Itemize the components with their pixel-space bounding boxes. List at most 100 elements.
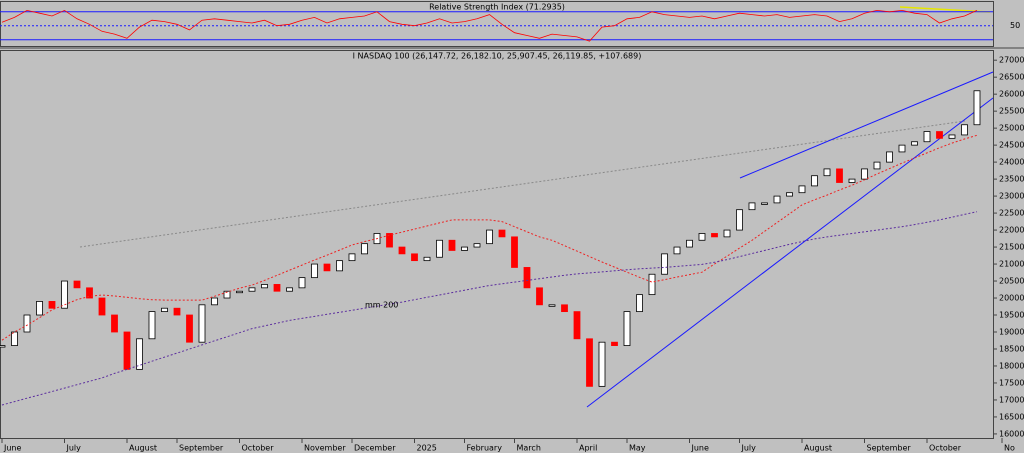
x-tick-label: July	[741, 444, 757, 453]
moving-average	[1, 211, 978, 406]
candle	[723, 229, 731, 238]
x-tick-label: May	[629, 444, 646, 453]
y-tick-label: 17500	[999, 378, 1024, 387]
trend-line	[586, 97, 994, 408]
y-tick-label: 19500	[999, 311, 1024, 320]
x-tick-label: December	[354, 444, 396, 453]
y-tick-label: 25500	[999, 107, 1024, 116]
candle	[911, 141, 918, 146]
candle	[236, 290, 243, 294]
candle	[361, 243, 368, 255]
candle	[798, 185, 806, 194]
candle	[611, 341, 618, 346]
candle	[948, 134, 956, 139]
candle	[48, 301, 56, 309]
candle	[23, 314, 31, 333]
x-tick-label: November	[304, 444, 346, 453]
candle	[523, 267, 531, 289]
y-tick-label: 26500	[999, 73, 1024, 82]
x-tick-label: 2025	[417, 444, 437, 453]
x-tick-label: March	[517, 444, 541, 453]
candle	[198, 304, 206, 343]
candle	[536, 287, 543, 306]
candle	[348, 253, 356, 262]
y-tick-label: 23000	[999, 192, 1024, 201]
trend-line	[739, 71, 994, 179]
candle	[836, 168, 843, 183]
candle	[386, 233, 393, 248]
x-tick-label: October	[242, 444, 275, 453]
y-tick-label: 16500	[999, 412, 1024, 421]
trend-line	[79, 120, 966, 248]
candle	[11, 331, 18, 346]
candle	[886, 151, 893, 163]
candle	[873, 161, 881, 170]
candle	[73, 280, 81, 289]
candle	[698, 233, 706, 241]
y-tick-label: 26000	[999, 90, 1024, 99]
candle	[761, 202, 768, 205]
x-tick-label: June	[3, 444, 22, 453]
candle	[598, 341, 606, 387]
candle	[411, 253, 418, 262]
candle	[123, 331, 131, 370]
candle	[136, 338, 143, 370]
candle	[548, 304, 556, 307]
candle	[398, 246, 406, 255]
x-tick-label: August	[804, 444, 832, 453]
candle	[936, 131, 943, 139]
candle	[973, 90, 981, 126]
candle	[148, 311, 156, 340]
y-tick-label: 16000	[999, 429, 1024, 438]
candle	[298, 277, 306, 289]
rsi-line	[1, 9, 978, 42]
candle	[248, 287, 256, 292]
rsi-frame	[0, 1, 994, 47]
y-tick-label: 21500	[999, 243, 1024, 252]
moving-average	[1, 134, 978, 341]
candle	[211, 297, 218, 306]
x-tick-label: No	[1004, 444, 1015, 453]
candle	[586, 338, 593, 387]
candle	[811, 175, 818, 187]
candle	[486, 229, 493, 245]
candle	[736, 209, 743, 231]
candle	[98, 297, 106, 316]
candle	[573, 311, 581, 340]
candle	[423, 256, 431, 262]
candle	[111, 314, 118, 333]
price-title: I NASDAQ 100 (26,147.72, 26,182.10, 25,9…	[353, 52, 642, 61]
rsi-divergence-line	[899, 6, 991, 13]
y-tick-label: 21000	[999, 260, 1024, 269]
candle	[748, 202, 756, 211]
x-tick-label: April	[579, 444, 597, 453]
candle	[848, 178, 856, 183]
candle	[861, 168, 868, 180]
candle	[786, 192, 793, 197]
y-tick-label: 22000	[999, 226, 1024, 235]
candle	[261, 284, 268, 289]
candle	[0, 345, 6, 348]
candle	[498, 229, 506, 238]
y-tick-label: 24000	[999, 158, 1024, 167]
y-tick-label: 20500	[999, 277, 1024, 286]
candle	[461, 246, 468, 251]
y-tick-label: 18500	[999, 344, 1024, 353]
y-tick-label: 25000	[999, 124, 1024, 133]
candle	[86, 287, 93, 299]
candle	[636, 294, 643, 313]
candle	[173, 307, 181, 316]
candle	[823, 168, 831, 177]
y-tick-label: 19000	[999, 327, 1024, 336]
candle	[186, 314, 193, 343]
candle	[311, 263, 318, 279]
candle	[36, 301, 43, 316]
price-frame	[0, 50, 994, 439]
y-tick-label: 17000	[999, 395, 1024, 404]
candle	[286, 287, 293, 292]
y-tick-label: 18000	[999, 361, 1024, 370]
x-tick-label: August	[129, 444, 157, 453]
candle	[961, 124, 968, 136]
candle	[473, 243, 481, 248]
y-tick-label: 22500	[999, 209, 1024, 218]
